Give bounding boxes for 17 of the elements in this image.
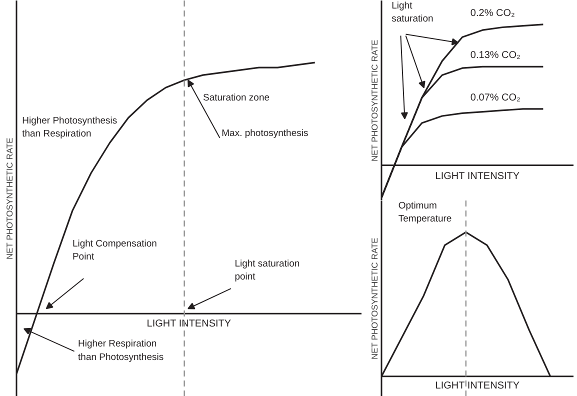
annotation: Saturation zone — [202, 92, 270, 104]
series-label: 0.2% CO₂ — [470, 8, 515, 19]
series-label: 0.13% CO₂ — [470, 50, 521, 62]
x-axis-title: LIGHT INTENSITY — [146, 318, 232, 330]
y-axis-title: NET PHOTOSYNTHETIC RATE — [370, 237, 380, 360]
text: Optimum Temperature — [398, 200, 452, 225]
x-axis-title: LIGHT INTENSITY — [435, 380, 520, 392]
y-axis-title: NET PHOTOSYNTHETIC RATE — [370, 39, 380, 162]
annotation: Light saturation point — [234, 258, 300, 283]
annotation: Light Compensation Point — [72, 238, 157, 262]
y-axis-title: NET PHOTOSYNTHETIC RATE — [4, 137, 14, 260]
annotation: Higher Photosynthesis than Respiration — [22, 115, 118, 140]
annotation: Higher Respiration than Photosynthesis — [78, 338, 164, 363]
annotation: Light saturation — [392, 0, 434, 25]
x-axis-title: LIGHT INTENSITY — [435, 170, 520, 182]
annotation: Max. photosynthesis — [222, 128, 308, 139]
series-label: 0.07% CO₂ — [470, 92, 521, 104]
